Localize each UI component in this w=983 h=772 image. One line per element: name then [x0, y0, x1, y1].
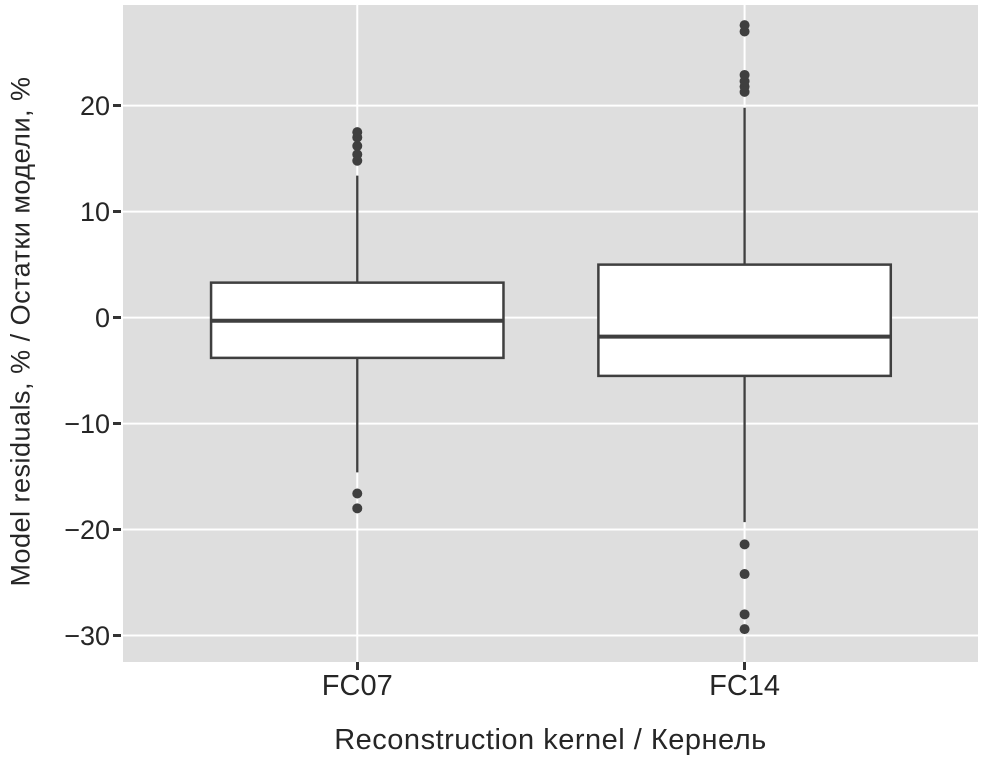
outlier-dot-FC14 [739, 624, 750, 635]
outlier-dot-FC14 [739, 20, 750, 31]
outlier-dot-FC07 [352, 503, 363, 514]
y-tick-label: −10 [64, 408, 110, 439]
outlier-dot-FC14 [739, 569, 750, 580]
outlier-dot-FC07 [352, 488, 363, 499]
outlier-dot-FC14 [739, 539, 750, 550]
y-tick-label: −20 [64, 514, 110, 545]
y-tick-mark [113, 104, 121, 107]
y-tick-label: 10 [79, 196, 110, 227]
outlier-dot-FC14 [739, 609, 750, 620]
y-tick-mark [113, 316, 121, 319]
outlier-dot-FC07 [352, 140, 363, 151]
x-tick-label-FC07: FC07 [321, 670, 393, 702]
x-axis-title: Reconstruction kernel / Кернель [334, 724, 767, 756]
plot-panel [123, 5, 978, 662]
outlier-dot-FC07 [352, 127, 363, 138]
x-tick-label-FC14: FC14 [709, 670, 781, 702]
y-tick-label: 20 [79, 90, 110, 121]
boxplot-canvas [123, 5, 978, 662]
y-tick-mark [113, 422, 121, 425]
y-tick-label: 0 [94, 302, 110, 333]
y-tick-mark [113, 528, 121, 531]
outlier-dot-FC07 [352, 149, 363, 160]
y-tick-label: −30 [64, 620, 110, 651]
x-tick-mark [356, 662, 359, 670]
box-FC14 [597, 263, 893, 378]
y-tick-mark [113, 210, 121, 213]
y-tick-mark [113, 634, 121, 637]
x-tick-mark [743, 662, 746, 670]
outlier-dot-FC14 [739, 69, 750, 80]
